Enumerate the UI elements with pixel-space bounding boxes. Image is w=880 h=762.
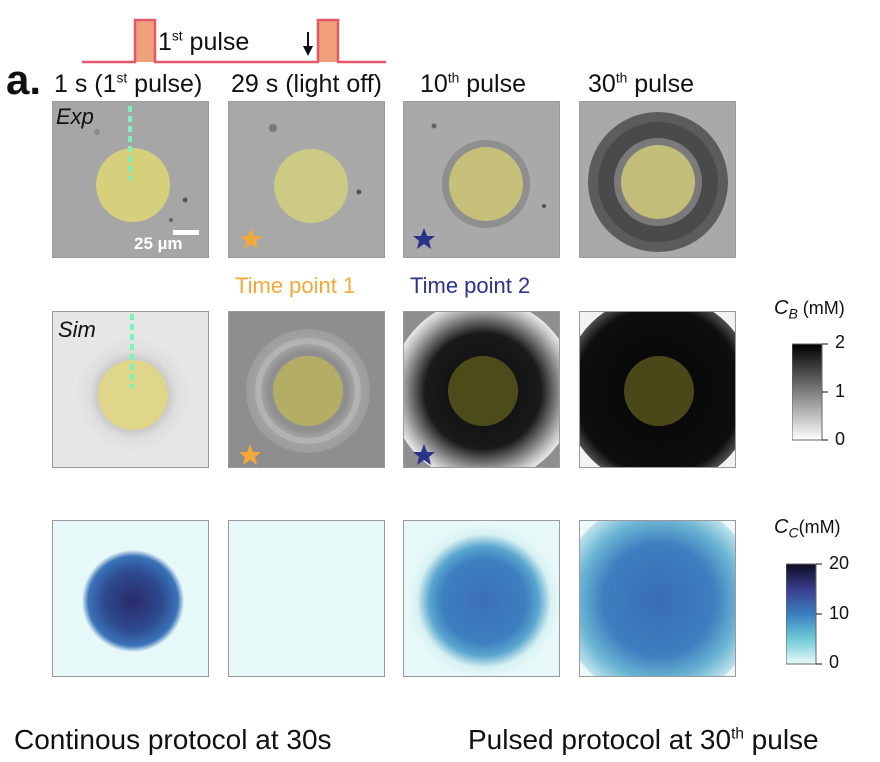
sim-image-4 bbox=[579, 311, 736, 468]
cc-image-3 bbox=[403, 520, 560, 677]
exp-image-1 bbox=[52, 101, 209, 258]
star-icon bbox=[413, 444, 435, 465]
down-arrow-icon bbox=[303, 32, 313, 56]
time-point-1-label: Time point 1 bbox=[235, 273, 356, 298]
colorbar-cc-tick-max: 20 bbox=[829, 553, 850, 573]
caption-continuous: Continous protocol at 30s bbox=[14, 724, 332, 755]
colorbar-cc-title: CC(mM) bbox=[774, 516, 841, 541]
colorbar-cc bbox=[786, 563, 822, 665]
colorbar-cb-tick-min: 0 bbox=[835, 429, 846, 449]
time-point-2-label: Time point 2 bbox=[410, 273, 531, 298]
cc-image-1 bbox=[52, 520, 209, 677]
colorbar-cc-tick-min: 0 bbox=[829, 652, 840, 672]
pulse-fill-1 bbox=[135, 20, 155, 62]
pulse-trace bbox=[82, 18, 386, 64]
pulse-label: 1st pulse bbox=[158, 28, 250, 56]
column-title-2: 29 s (light off) bbox=[231, 70, 383, 98]
exp-image-3 bbox=[403, 101, 560, 258]
panel-label: a. bbox=[6, 56, 42, 103]
sim-image-2 bbox=[228, 311, 385, 468]
exp-row-label: Exp bbox=[56, 104, 94, 129]
sim-image-1 bbox=[52, 311, 209, 468]
exp-image-4 bbox=[579, 101, 736, 258]
column-title-4: 30th pulse bbox=[588, 70, 694, 98]
colorbar-cb-title: CB (mM) bbox=[774, 297, 845, 322]
cc-image-4 bbox=[579, 520, 736, 677]
colorbar-cb bbox=[792, 343, 828, 441]
scale-bar bbox=[173, 230, 199, 235]
caption-pulsed: Pulsed protocol at 30th pulse bbox=[468, 724, 819, 755]
star-icon bbox=[239, 444, 261, 465]
colorbar-cb-tick-mid: 1 bbox=[835, 381, 846, 401]
pulse-fill-2 bbox=[318, 20, 338, 62]
exp-image-2 bbox=[228, 101, 385, 258]
scale-bar-label: 25 µm bbox=[134, 234, 183, 253]
sim-row-label: Sim bbox=[58, 317, 96, 342]
column-title-3: 10th pulse bbox=[420, 70, 526, 98]
colorbar-cc-tick-mid: 10 bbox=[829, 603, 850, 623]
cc-image-2 bbox=[228, 520, 385, 677]
star-icon bbox=[240, 228, 262, 249]
pulse-diagram bbox=[82, 18, 386, 64]
colorbar-cb-tick-max: 2 bbox=[835, 332, 846, 352]
sim-image-3 bbox=[403, 311, 560, 468]
column-title-1: 1 s (1st pulse) bbox=[54, 70, 203, 98]
star-icon bbox=[413, 228, 435, 249]
